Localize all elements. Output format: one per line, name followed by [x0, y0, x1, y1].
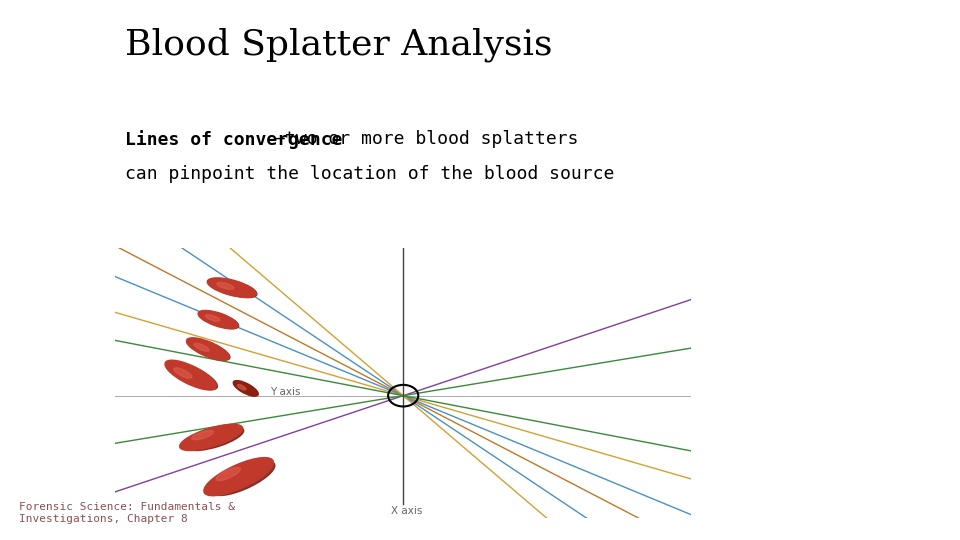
Ellipse shape	[198, 310, 238, 329]
Ellipse shape	[192, 430, 214, 440]
Ellipse shape	[233, 381, 257, 396]
Ellipse shape	[204, 457, 274, 496]
Ellipse shape	[203, 312, 239, 329]
Ellipse shape	[236, 382, 258, 396]
Ellipse shape	[216, 467, 241, 481]
Text: Blood Splatter Analysis: Blood Splatter Analysis	[125, 27, 552, 62]
Ellipse shape	[207, 278, 256, 298]
Text: X axis: X axis	[391, 506, 422, 516]
Ellipse shape	[180, 424, 243, 450]
Text: can pinpoint the location of the blood source: can pinpoint the location of the blood s…	[125, 165, 614, 183]
Text: —two or more blood splatters: —two or more blood splatters	[274, 130, 578, 147]
Ellipse shape	[237, 384, 246, 390]
Ellipse shape	[186, 338, 229, 360]
Ellipse shape	[174, 368, 192, 378]
Ellipse shape	[212, 461, 275, 496]
Text: Y axis: Y axis	[270, 387, 300, 397]
Ellipse shape	[165, 360, 216, 390]
Ellipse shape	[171, 363, 217, 390]
Ellipse shape	[191, 340, 230, 360]
Ellipse shape	[205, 315, 220, 321]
Ellipse shape	[213, 280, 257, 298]
Ellipse shape	[194, 343, 209, 351]
Ellipse shape	[187, 427, 244, 450]
Text: Lines of convergence: Lines of convergence	[125, 130, 343, 148]
Text: Forensic Science: Fundamentals &
Investigations, Chapter 8: Forensic Science: Fundamentals & Investi…	[19, 502, 235, 524]
Ellipse shape	[217, 282, 234, 289]
